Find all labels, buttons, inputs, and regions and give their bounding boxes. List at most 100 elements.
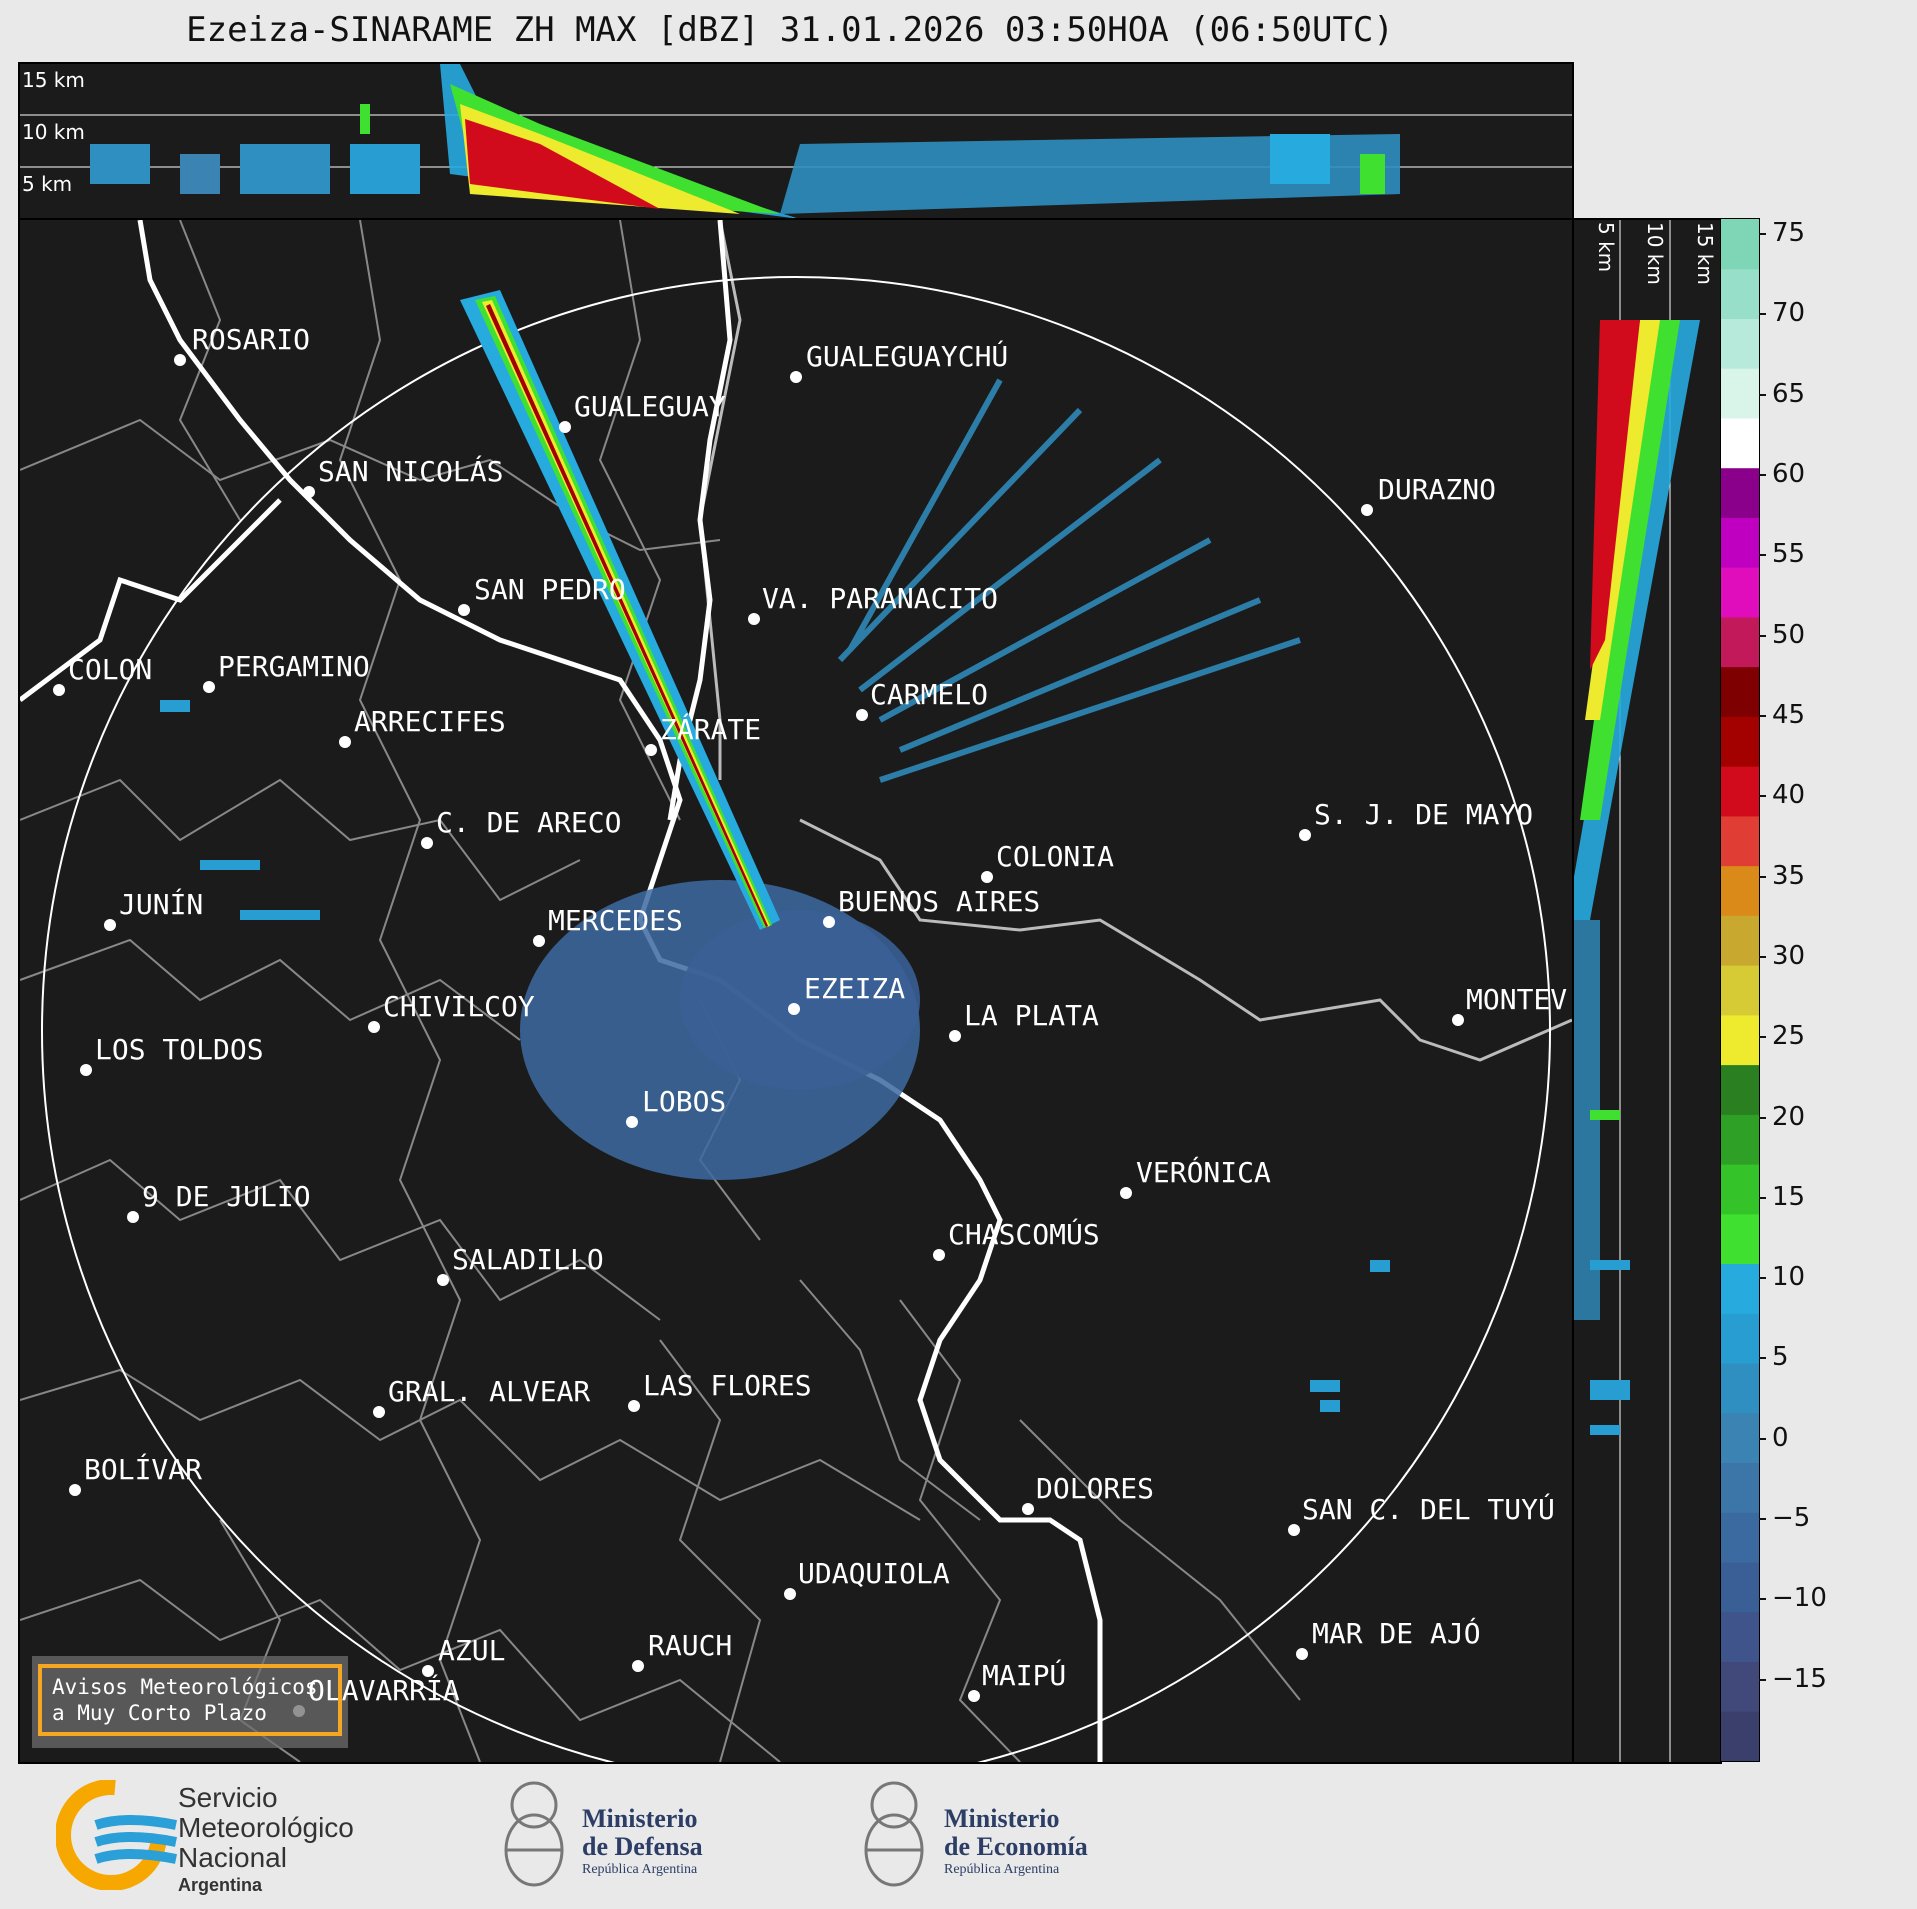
colorbar-tick-label: 75 <box>1772 218 1806 249</box>
city-marker <box>1361 504 1373 516</box>
colorbar-segment <box>1721 318 1759 369</box>
colorbar-tick <box>1759 1116 1766 1119</box>
economia-line-2: de Economía <box>944 1832 1088 1861</box>
colorbar-tick <box>1759 1678 1766 1681</box>
colorbar-segment <box>1721 1213 1759 1265</box>
colorbar-segment <box>1721 268 1759 319</box>
side-height-label-5km: 5 km <box>1594 222 1618 273</box>
colorbar-tick-label: 50 <box>1772 619 1806 650</box>
city-label: RAUCH <box>648 1629 733 1662</box>
city-label: SALADILLO <box>452 1243 604 1276</box>
city-marker <box>303 486 315 498</box>
colorbar-tick-label: 55 <box>1772 539 1806 570</box>
colorbar-tick-label: 40 <box>1772 780 1806 811</box>
colorbar-tick <box>1759 955 1766 958</box>
colorbar-tick-label: 10 <box>1772 1262 1806 1293</box>
city-label: EZEIZA <box>804 972 906 1005</box>
city-marker <box>1296 1648 1308 1660</box>
city-marker <box>1452 1014 1464 1026</box>
city-marker <box>422 1665 434 1677</box>
colorbar-tick-label: 5 <box>1772 1342 1789 1373</box>
colorbar <box>1720 218 1760 1762</box>
chart-title: Ezeiza-SINARAME ZH MAX [dBZ] 31.01.2026 … <box>186 10 1394 50</box>
city-label: LOS TOLDOS <box>95 1033 264 1066</box>
colorbar-segment <box>1721 1114 1759 1165</box>
city-marker <box>628 1400 640 1412</box>
colorbar-tick-label: −10 <box>1772 1583 1827 1614</box>
city-marker <box>632 1660 644 1672</box>
colorbar-gradient <box>1721 219 1759 1762</box>
top-cross-section-panel: 15 km 10 km 5 km <box>18 62 1574 221</box>
colorbar-tick <box>1759 313 1766 316</box>
city-label: MAR DE AJÓ <box>1312 1617 1481 1650</box>
colorbar-segment <box>1721 1014 1759 1066</box>
smn-line-1: Servicio <box>178 1782 278 1813</box>
colorbar-segment <box>1721 716 1759 767</box>
colorbar-tick <box>1759 795 1766 798</box>
river-border <box>698 220 742 780</box>
uruguay-border <box>799 818 1572 1062</box>
top-height-label-5km: 5 km <box>22 172 73 196</box>
colorbar-segment <box>1721 1313 1759 1364</box>
colorbar-tick-label: 35 <box>1772 860 1806 891</box>
city-marker <box>1120 1187 1132 1199</box>
colorbar-segment <box>1721 517 1759 568</box>
city-label: GRAL. ALVEAR <box>388 1375 591 1408</box>
city-marker <box>458 604 470 616</box>
city-label: OLAVARRÍA <box>308 1674 460 1707</box>
city-label: SAN C. DEL TUYÚ <box>1302 1493 1555 1526</box>
city-marker <box>981 871 993 883</box>
colorbar-tick-label: 20 <box>1772 1101 1806 1132</box>
city-label: COLONIA <box>996 840 1115 873</box>
city-label: S. J. DE MAYO <box>1314 798 1534 831</box>
city-marker <box>368 1021 380 1033</box>
colorbar-segment <box>1721 219 1759 270</box>
city-marker <box>104 919 116 931</box>
warning-box[interactable]: Avisos Meteorológicos a Muy Corto Plazo <box>38 1664 342 1736</box>
city-label: MERCEDES <box>548 904 683 937</box>
colorbar-tick <box>1759 1277 1766 1280</box>
city-marker <box>968 1690 980 1702</box>
warning-line-2: a Muy Corto Plazo <box>52 1701 267 1726</box>
city-label: COLON <box>68 653 153 686</box>
colorbar-tick-label: 15 <box>1772 1181 1806 1212</box>
colorbar-tick <box>1759 1518 1766 1521</box>
colorbar-tick <box>1759 634 1766 637</box>
colorbar-tick <box>1759 233 1766 236</box>
echo-patches <box>160 700 1390 1412</box>
economia-line-3: República Argentina <box>944 1862 1060 1877</box>
parana-river <box>20 498 282 702</box>
colorbar-segment <box>1721 1164 1759 1215</box>
colorbar-tick <box>1759 474 1766 476</box>
economia-line-1: Ministerio <box>944 1804 1060 1833</box>
defensa-line-2: de Defensa <box>582 1832 703 1861</box>
smn-logo-icon <box>56 1780 177 1890</box>
colorbar-tick-label: −15 <box>1772 1663 1827 1694</box>
city-label: GUALEGUAYCHÚ <box>806 340 1009 373</box>
colorbar-tick <box>1759 714 1766 717</box>
city-label: JUNÍN <box>119 888 204 921</box>
colorbar-tick <box>1759 1357 1766 1360</box>
radar-map: ROSARIO GUALEGUAYCHÚ GUALEGUAY SAN NICOLÁS D… <box>18 218 1574 1764</box>
colorbar-segment <box>1721 1064 1759 1115</box>
colorbar-tick-label: 45 <box>1772 699 1806 730</box>
city-label: C. DE ARECO <box>436 806 622 839</box>
city-label: PERGAMINO <box>218 650 370 683</box>
smn-line-4: Argentina <box>178 1875 263 1895</box>
city-label: ROSARIO <box>192 323 311 356</box>
city-label: SAN PEDRO <box>474 573 626 606</box>
city-label: GUALEGUAY <box>574 390 726 423</box>
city-marker <box>437 1274 449 1286</box>
city-marker <box>339 736 351 748</box>
city-marker <box>790 371 802 383</box>
city-label: 9 DE JULIO <box>142 1180 311 1213</box>
colorbar-segment <box>1721 567 1759 618</box>
colorbar-segment <box>1721 1363 1759 1414</box>
coat-of-arms-icon <box>504 1781 564 1887</box>
colorbar-tick <box>1759 1196 1766 1199</box>
colorbar-segment <box>1721 1512 1759 1563</box>
colorbar-segment <box>1721 368 1759 419</box>
colorbar-segment <box>1721 616 1759 668</box>
top-height-label-10km: 10 km <box>22 120 85 144</box>
city-label: DOLORES <box>1036 1472 1155 1505</box>
